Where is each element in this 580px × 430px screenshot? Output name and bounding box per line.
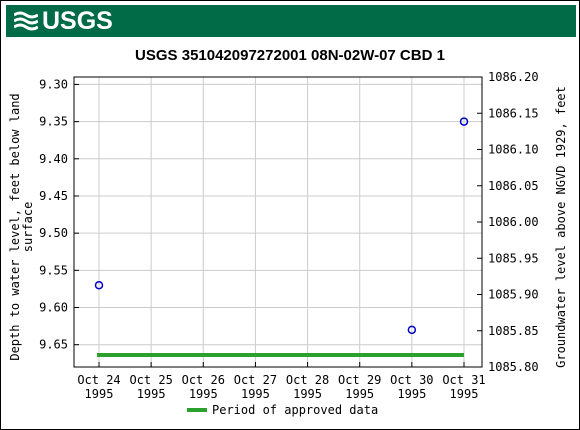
x-tick-label-date: Oct 24	[77, 373, 120, 387]
left-tick-label: 9.35	[39, 115, 68, 129]
x-tick-label-date: Oct 26	[182, 373, 225, 387]
x-tick-label-year: 1995	[189, 387, 218, 401]
x-tick-label-year: 1995	[85, 387, 114, 401]
right-tick-label: 1085.95	[488, 251, 539, 265]
x-tick-label-date: Oct 27	[234, 373, 277, 387]
left-tick-label: 9.65	[39, 338, 68, 352]
x-tick-label-year: 1995	[397, 387, 426, 401]
left-axis-ticks: 9.30 9.35 9.40 9.45 9.50 9.55 9.60 9.65	[39, 77, 79, 352]
right-tick-label: 1086.00	[488, 215, 539, 229]
x-tick-label-year: 1995	[345, 387, 374, 401]
data-point	[94, 280, 104, 290]
legend-label-approved: Period of approved data	[212, 403, 378, 417]
left-tick-label: 9.45	[39, 189, 68, 203]
x-tick-label-date: Oct 30	[390, 373, 433, 387]
right-tick-label: 1086.20	[488, 70, 539, 84]
usgs-wave-icon	[14, 9, 38, 33]
right-tick-label: 1085.85	[488, 324, 539, 338]
x-tick-label-date: Oct 28	[286, 373, 329, 387]
right-axis-label: Groundwater level above NGVD 1929, feet	[554, 86, 568, 368]
x-tick-label-year: 1995	[241, 387, 270, 401]
left-tick-label: 9.55	[39, 263, 68, 277]
usgs-banner: USGS	[6, 5, 576, 37]
usgs-logo-text: USGS	[42, 7, 113, 35]
left-tick-label: 9.40	[39, 152, 68, 166]
left-tick-label: 9.50	[39, 226, 68, 240]
x-tick-label-year: 1995	[137, 387, 166, 401]
data-point	[459, 117, 469, 126]
x-tick-label-year: 1995	[293, 387, 322, 401]
left-tick-label: 9.60	[39, 301, 68, 315]
data-point	[407, 325, 417, 335]
x-tick-label-year: 1995	[450, 387, 479, 401]
right-axis-ticks: 1086.20 1086.15 1086.10 1086.05 1086.00 1085.…	[477, 70, 539, 374]
left-tick-label: 9.30	[39, 77, 68, 91]
left-axis-label-line1: Depth to water level, feet below land	[8, 93, 22, 360]
right-tick-label: 1086.10	[488, 143, 539, 157]
right-tick-label: 1085.80	[488, 360, 539, 374]
data-points	[94, 117, 469, 335]
x-tick-label-date: Oct 31	[442, 373, 485, 387]
right-tick-label: 1086.15	[488, 106, 539, 120]
plot-area-border	[73, 76, 483, 368]
right-tick-label: 1086.05	[488, 179, 539, 193]
chart-title: USGS 351042097272001 08N-02W-07 CBD 1	[135, 47, 445, 64]
left-axis-label-line2: surface	[21, 202, 35, 253]
usgs-logo[interactable]: USGS	[14, 8, 113, 34]
x-tick-label-date: Oct 25	[129, 373, 172, 387]
right-tick-label: 1085.90	[488, 288, 539, 302]
legend: Period of approved data	[187, 403, 378, 417]
x-tick-label-date: Oct 29	[338, 373, 381, 387]
grid-lines	[74, 77, 482, 367]
